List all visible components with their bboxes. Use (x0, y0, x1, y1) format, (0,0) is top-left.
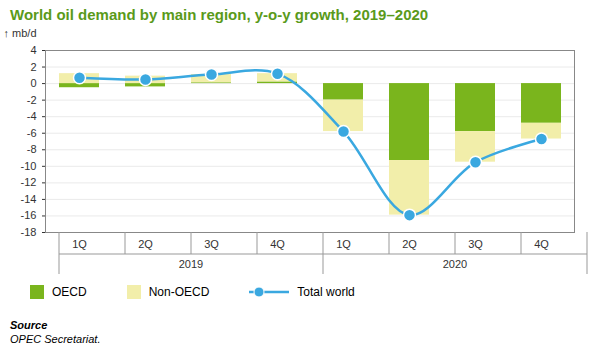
svg-text:-4: -4 (27, 110, 37, 122)
html-text:World oil demand by main regio: World oil demand by main region, y-o-y g… (10, 6, 429, 23)
svg-text:1Q: 1Q (336, 238, 351, 250)
svg-text:2: 2 (30, 61, 36, 73)
html-text:Total world: Total world (297, 285, 355, 299)
svg-text:-16: -16 (21, 209, 37, 221)
html-text:Non-OECD: Non-OECD (148, 285, 210, 299)
svg-text:-6: -6 (27, 127, 37, 139)
svg-text:3Q: 3Q (468, 238, 483, 250)
svg-text:4: 4 (30, 44, 36, 56)
html-text:OECD: OECD (52, 285, 87, 299)
svg-text:-10: -10 (21, 160, 37, 172)
svg-text:1Q: 1Q (72, 238, 87, 250)
svg-text:2Q: 2Q (138, 238, 153, 250)
html-text:Source: Source (10, 319, 48, 331)
svg-text:-2: -2 (27, 94, 37, 106)
svg-text:4Q: 4Q (534, 238, 549, 250)
svg-text:3Q: 3Q (204, 238, 219, 250)
svg-text:-8: -8 (27, 143, 37, 155)
svg-text:↑ mb/d: ↑ mb/d (4, 27, 37, 39)
svg-text:2019: 2019 (179, 258, 203, 270)
svg-text:0: 0 (30, 77, 36, 89)
svg-text:2Q: 2Q (402, 238, 417, 250)
svg-text:-12: -12 (21, 176, 37, 188)
svg-text:-18: -18 (21, 226, 37, 238)
svg-text:2020: 2020 (443, 258, 467, 270)
html-text:OPEC Secretariat.: OPEC Secretariat. (10, 333, 101, 345)
svg-text:4Q: 4Q (270, 238, 285, 250)
svg-text:-14: -14 (21, 193, 37, 205)
